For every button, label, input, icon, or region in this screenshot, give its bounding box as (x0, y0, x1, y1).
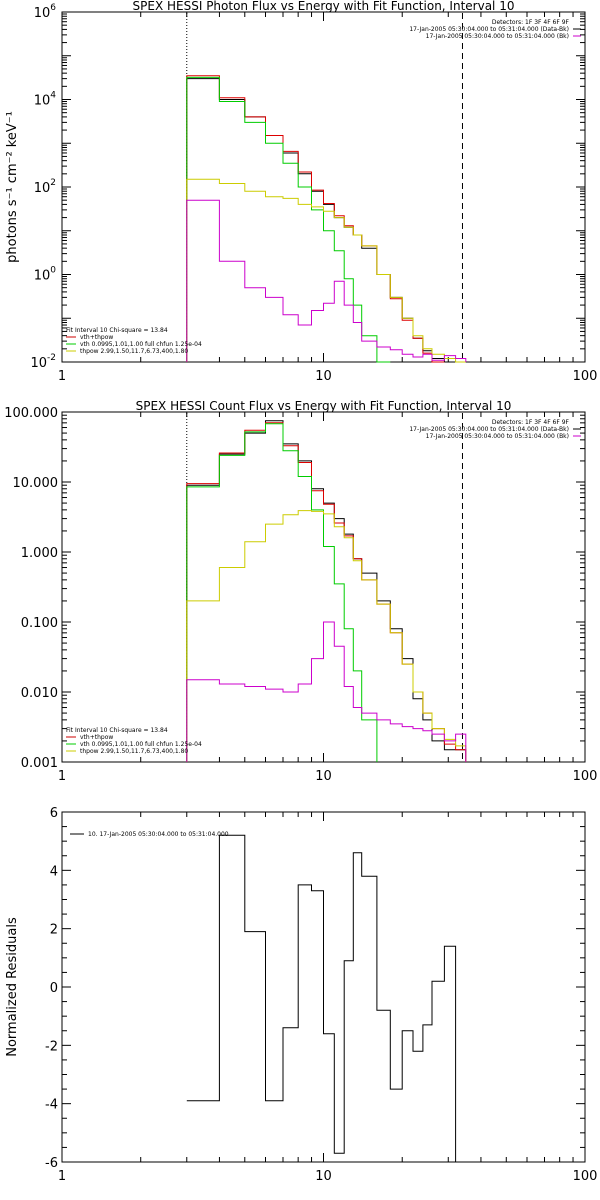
y-tick-label: 0.001 (21, 756, 58, 771)
series-line-thpow (186, 510, 467, 762)
y-tick-label: -2 (45, 1039, 58, 1054)
info-text: 17-Jan-2005 05:30:04.000 to 05:31:04.000… (426, 433, 569, 440)
y-tick-label: 1.000 (21, 546, 58, 561)
fit-text: vth+thpow (80, 734, 113, 741)
x-tick-label: 1 (58, 1169, 66, 1184)
fit-text: vth 0.0995,1.01,1.00 full chfun 1.25e-04 (80, 741, 202, 748)
series-line-vth (186, 76, 391, 363)
y-tick-label: 102 (34, 178, 56, 196)
info-text: Detectors: 1F 3F 4F 6F 9F (492, 19, 570, 26)
x-tick-label: 100 (573, 1169, 598, 1184)
x-tick-label: 10 (315, 369, 332, 384)
y-tick-label: 6 (50, 806, 58, 821)
y-tick-label: 100 (34, 266, 57, 284)
chart-title: SPEX HESSI Count Flux vs Energy with Fit… (136, 399, 512, 413)
y-tick-label: 0.100 (21, 616, 58, 631)
series-line-background (186, 199, 467, 362)
series-line-vth+thpow (186, 422, 467, 762)
y-axis-label: Normalized Residuals (5, 917, 20, 1057)
info-text: 17-Jan-2005 05:30:04.000 to 05:31:04.000… (409, 26, 569, 33)
x-tick-label: 10 (315, 1169, 332, 1184)
fit-text: vth 0.0995,1.01,1.00 full chfun 1.25e-04 (80, 341, 202, 348)
y-tick-label: 100.000 (4, 406, 58, 421)
y-tick-label: 104 (34, 91, 57, 109)
fit-text: thpow 2.99,1.50,11.7,6.73,400,1.80 (80, 348, 188, 355)
series-line-data (186, 420, 467, 762)
x-tick-label: 10 (315, 769, 332, 784)
series-line-series-0 (186, 834, 457, 1162)
x-tick-label: 100 (573, 369, 598, 384)
series-line-vth (186, 423, 378, 762)
series-line-data (186, 78, 445, 362)
y-tick-label: 10-2 (30, 353, 56, 371)
x-tick-label: 100 (573, 769, 598, 784)
y-tick-label: 0 (50, 981, 58, 996)
series-line-thpow (186, 178, 466, 363)
y-tick-label: 106 (34, 3, 57, 21)
y-tick-label: -6 (45, 1156, 58, 1171)
y-tick-label: 10.000 (13, 476, 59, 491)
plot-frame-1 (61, 411, 586, 763)
fit-text: vth+thpow (80, 334, 113, 341)
x-tick-label: 1 (58, 769, 66, 784)
fit-text: Fit Interval 10 Chi-square = 13.84 (66, 327, 168, 334)
x-tick-label: 1 (58, 369, 66, 384)
y-tick-label: -4 (45, 1098, 58, 1113)
series-line-vth+thpow (186, 75, 445, 363)
fit-text: thpow 2.99,1.50,11.7,6.73,400,1.80 (80, 748, 188, 755)
legend-text: 10. 17-Jan-2005 05:30:04.000 to 05:31:04… (88, 831, 229, 838)
y-tick-label: 4 (50, 864, 58, 879)
y-tick-label: 2 (50, 923, 58, 938)
y-axis-label: photons s⁻¹ cm⁻² keV⁻¹ (5, 111, 20, 263)
info-text: 17-Jan-2005 05:30:04.000 to 05:31:04.000… (426, 33, 569, 40)
chart-title: SPEX HESSI Photon Flux vs Energy with Fi… (133, 0, 515, 13)
fit-text: Fit Interval 10 Chi-square = 13.84 (66, 727, 168, 734)
info-text: 17-Jan-2005 05:30:04.000 to 05:31:04.000… (409, 426, 569, 433)
y-tick-label: 0.010 (21, 686, 58, 701)
info-text: Detectors: 1F 3F 4F 6F 9F (492, 419, 570, 426)
series-line-background (186, 621, 467, 762)
